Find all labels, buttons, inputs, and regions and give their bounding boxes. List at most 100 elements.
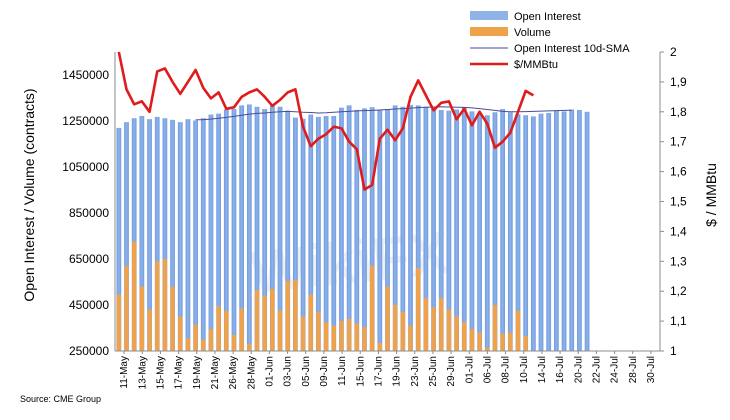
- open-interest-bar: [277, 106, 283, 352]
- sma-line: [195, 106, 572, 121]
- volume-bar: [492, 305, 498, 351]
- x-tick-label: 06-Jul: [482, 356, 493, 383]
- y-right-tick-label: 1,1: [670, 314, 687, 328]
- source-note: Source: CME Group: [20, 394, 101, 404]
- open-interest-bar: [200, 118, 206, 352]
- open-interest-bar: [154, 116, 160, 351]
- x-tick-label: 26-May: [228, 356, 239, 389]
- volume-bar: [431, 307, 436, 351]
- x-tick-label: 25-Jun: [428, 356, 439, 387]
- volume-bars: [116, 241, 528, 351]
- open-interest-bar: [293, 117, 298, 351]
- x-tick-label: 16-Jul: [555, 356, 566, 383]
- open-interest-bar: [316, 116, 321, 351]
- open-interest-bar: [162, 118, 168, 352]
- open-interest-bars: [116, 104, 590, 352]
- x-tick-label: 10-Jul: [519, 356, 530, 383]
- open-interest-bar: [339, 107, 344, 351]
- volume-bar: [346, 318, 352, 351]
- x-tick-label: 28-Jul: [628, 356, 639, 383]
- open-interest-bar: [569, 109, 575, 351]
- volume-bar: [208, 329, 214, 351]
- volume-bar: [454, 316, 459, 351]
- open-interest-bar: [400, 106, 406, 352]
- legend: Open Interest Volume Open Interest 10d-SMA…: [470, 11, 630, 71]
- left-axis-ticks: 250000 450000 650000 850000 1050000 1250000 14…: [62, 68, 109, 358]
- volume-bar: [316, 311, 321, 351]
- open-interest-bar: [431, 108, 436, 351]
- volume-bar: [262, 295, 267, 351]
- volume-bar: [339, 321, 344, 351]
- volume-bar: [224, 310, 229, 351]
- volume-bar: [247, 344, 252, 351]
- volume-bar: [139, 286, 144, 351]
- open-interest-bar: [523, 115, 529, 351]
- volume-bar: [485, 347, 490, 351]
- open-interest-bar: [185, 119, 191, 351]
- legend-label: $/MMBtu: [514, 59, 558, 71]
- price-line: [117, 51, 535, 191]
- volume-bar: [193, 324, 198, 351]
- x-tick-label: 01-Jul: [464, 356, 475, 383]
- x-axis-ticks: 11-May 13-May 15-May 17-May 19-May 21-May 26-M…: [119, 351, 657, 389]
- y-left-tick-label: 1050000: [62, 160, 109, 174]
- volume-bar: [370, 265, 375, 351]
- open-interest-bar: [484, 115, 490, 351]
- volume-bar: [300, 316, 306, 351]
- y-axis-left-title: Open Interest / Volume (contracts): [21, 88, 37, 301]
- volume-bar: [185, 338, 191, 351]
- x-tick-label: 09-Jun: [319, 356, 330, 387]
- x-tick-label: 21-May: [210, 356, 221, 389]
- open-interest-bar: [131, 118, 137, 352]
- x-tick-label: 22-Jul: [591, 356, 602, 383]
- volume-bar: [393, 305, 398, 351]
- open-interest-bar: [216, 113, 222, 351]
- x-tick-label: 30-Jul: [646, 356, 657, 383]
- open-interest-bar: [254, 106, 260, 352]
- open-interest-bar: [515, 114, 521, 351]
- open-interest-bar: [577, 109, 582, 352]
- open-interest-bar: [561, 111, 567, 351]
- legend-swatch: [470, 27, 508, 36]
- x-tick-label: 19-May: [192, 356, 203, 389]
- open-interest-bar: [177, 122, 183, 352]
- open-interest-bar: [469, 111, 475, 351]
- open-interest-bar: [553, 110, 559, 352]
- volume-bar: [270, 288, 275, 351]
- open-interest-bar: [208, 114, 214, 351]
- open-interest-bar: [530, 116, 536, 352]
- y-left-tick-label: 250000: [69, 344, 109, 358]
- legend-label: Open Interest 10d-SMA: [514, 43, 630, 55]
- x-tick-label: 19-Jun: [392, 356, 403, 387]
- x-tick-label: 17-Jun: [373, 356, 384, 387]
- open-interest-bar: [408, 104, 413, 352]
- open-interest-bar: [385, 109, 390, 351]
- open-interest-bar: [308, 114, 314, 351]
- open-interest-bar: [362, 108, 367, 351]
- volume-bar: [408, 325, 413, 351]
- volume-bar: [231, 334, 237, 351]
- open-interest-bar: [223, 109, 229, 351]
- open-interest-bar: [323, 115, 329, 351]
- y-right-tick-label: 2: [670, 45, 677, 59]
- x-tick-label: 29-Jun: [446, 356, 457, 387]
- lines-layer: [117, 51, 572, 191]
- volume-bar: [147, 309, 152, 351]
- volume-bar: [285, 280, 290, 351]
- y-left-tick-label: 1450000: [62, 68, 109, 82]
- open-interest-bar: [170, 119, 175, 351]
- open-interest-bar: [438, 109, 444, 352]
- open-interest-bar: [461, 107, 467, 351]
- y-left-tick-label: 450000: [69, 298, 109, 312]
- open-interest-bar: [331, 115, 337, 351]
- volume-bar: [508, 332, 513, 351]
- x-tick-label: 08-Jul: [501, 356, 512, 383]
- y-left-tick-label: 650000: [69, 252, 109, 266]
- y-right-tick-label: 1: [670, 344, 677, 358]
- y-right-tick-label: 1,8: [670, 105, 687, 119]
- volume-bar: [477, 332, 482, 351]
- volume-bar: [385, 286, 390, 351]
- volume-bar: [362, 326, 367, 351]
- x-tick-label: 13-May: [137, 356, 148, 389]
